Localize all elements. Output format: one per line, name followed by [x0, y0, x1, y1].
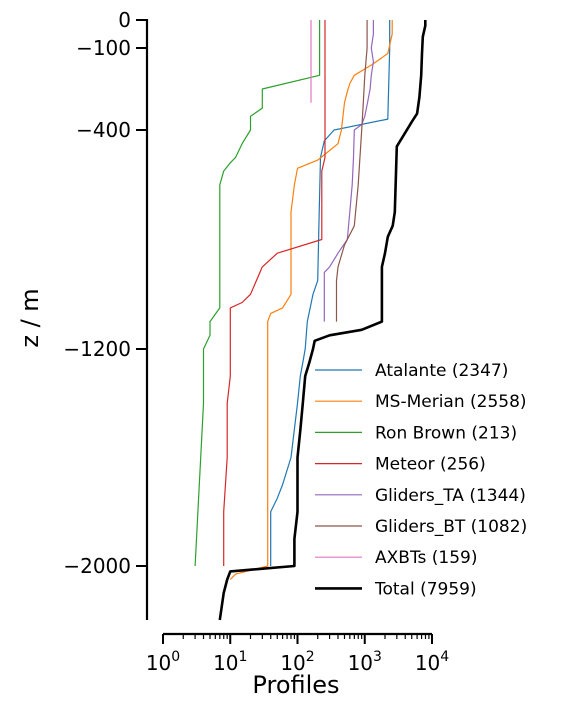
series-line-ron-brown	[194, 20, 321, 567]
series-line-gliders-ta	[323, 20, 374, 322]
y-tick-label: −2000	[63, 554, 131, 578]
y-axis-label: z / m	[16, 288, 44, 347]
legend-label-gliders-ta: Gliders_TA (1344)	[375, 486, 526, 506]
series-line-ms-merian	[229, 20, 393, 580]
legend-label-ms-merian: MS-Merian (2558)	[375, 392, 527, 412]
y-tick-label: 0	[118, 8, 131, 32]
x-tick-label: 103	[348, 649, 382, 675]
series-line-gliders-bt	[335, 20, 368, 322]
x-tick-label: 101	[213, 649, 247, 675]
legend-label-total: Total (7959)	[374, 579, 477, 599]
series-line-meteor	[223, 20, 326, 566]
y-tick-label: −1200	[63, 337, 131, 361]
y-tick-label: −400	[76, 118, 131, 142]
x-tick-label: 104	[415, 649, 449, 675]
legend-label-ron-brown: Ron Brown (213)	[375, 423, 517, 443]
x-tick-label: 100	[146, 649, 180, 675]
x-axis-label: Profiles	[252, 671, 339, 699]
axes-layer: 0 −100 −400 −1200 −2000 z / m 100 101 102 103 104 P…	[16, 8, 449, 699]
y-tick-label: −100	[76, 36, 131, 60]
series-line-atalante	[270, 20, 391, 566]
legend-label-axbts: AXBTs (159)	[375, 548, 477, 568]
x-tick-label: 102	[280, 649, 314, 675]
legend-label-atalante: Atalante (2347)	[375, 361, 508, 381]
series-line-total	[218, 20, 427, 621]
series-layer	[194, 20, 427, 621]
legend-label-gliders-bt: Gliders_BT (1082)	[375, 517, 527, 537]
legend: Atalante (2347) MS-Merian (2558) Ron Brown…	[315, 361, 527, 599]
legend-label-meteor: Meteor (256)	[375, 455, 486, 475]
